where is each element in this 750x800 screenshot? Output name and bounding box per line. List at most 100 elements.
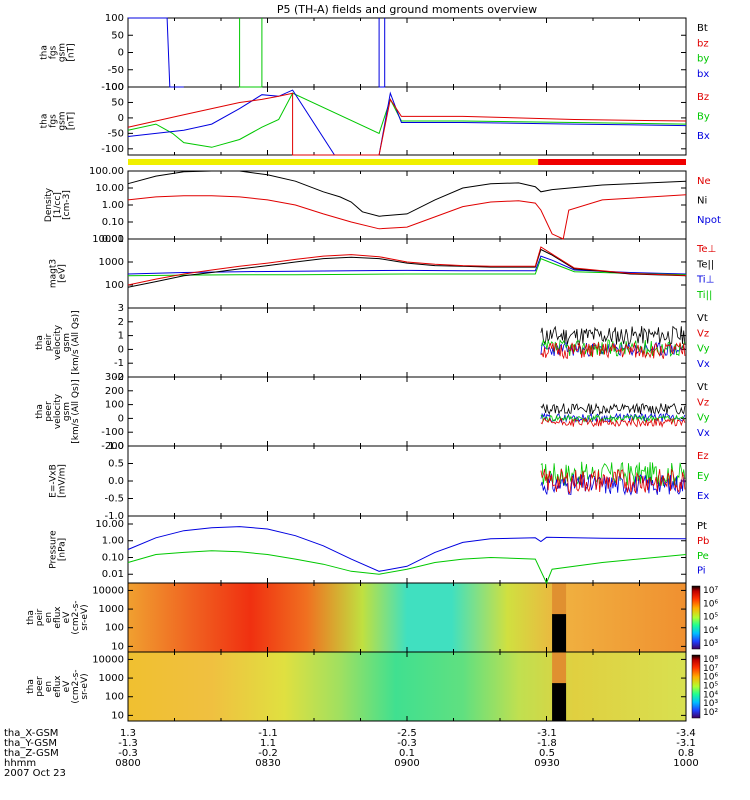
- region-bar-yellow: [128, 159, 539, 165]
- footer-value: 0.1: [399, 748, 415, 759]
- y-tick-label: 10: [111, 641, 124, 652]
- legend-entry: Ni: [697, 195, 707, 206]
- y-axis-label: peer: [35, 676, 45, 697]
- colorbar-label: 10⁴: [703, 690, 718, 700]
- footer-value: 0800: [115, 758, 140, 769]
- legend-entry: Bx: [697, 131, 710, 142]
- y-tick-label: 1000: [99, 673, 124, 684]
- y-tick-label: 50: [111, 30, 124, 41]
- footer-value: 1000: [673, 758, 698, 769]
- y-axis-label: magt3: [49, 259, 59, 288]
- y-axis-label: peir: [44, 333, 54, 351]
- series-p2_by: [127, 92, 687, 148]
- footer-value: 1.1: [260, 738, 276, 749]
- footer-value: 0930: [534, 758, 559, 769]
- series-p2_bz: [127, 92, 687, 156]
- y-tick-label: 10000: [92, 234, 124, 245]
- colorbar-label: 10⁷: [703, 586, 718, 596]
- noise-trace: [540, 342, 686, 360]
- footer-value: -3.1: [676, 738, 696, 749]
- legend-entry: Vt: [697, 382, 708, 393]
- spectrogram-fill: [128, 583, 686, 652]
- y-tick-label: 3: [118, 303, 124, 314]
- footer-value: -3.1: [537, 728, 557, 739]
- series-p4_teperp: [127, 246, 687, 286]
- series-p1_by: [239, 18, 263, 88]
- date-label: 2007 Oct 23: [4, 768, 66, 779]
- legend-entry: Ey: [697, 471, 709, 482]
- footer-value: -2.5: [397, 728, 417, 739]
- y-tick-label: -1.0: [104, 511, 124, 522]
- y-tick-label: 0.10: [102, 552, 124, 563]
- footer-row-label: tha_Y-GSM: [4, 738, 57, 749]
- y-axis-label: eV: [62, 680, 72, 693]
- y-tick-label: 0.5: [108, 459, 124, 470]
- noise-trace: [540, 468, 686, 495]
- legend-entry: Ti||: [696, 290, 712, 301]
- y-axis-label: [nT]: [67, 112, 77, 130]
- y-tick-label: 0: [118, 113, 124, 124]
- y-tick-label: 100.00: [89, 166, 124, 177]
- colorbar-label: 10⁴: [703, 626, 718, 636]
- footer-value: -0.2: [258, 748, 278, 759]
- y-axis-label: gsm: [58, 111, 68, 130]
- y-axis-label: fgs: [49, 45, 59, 59]
- y-axis-label: Density: [44, 187, 54, 222]
- y-tick-label: -0.5: [104, 494, 124, 505]
- y-axis-label: Pressure: [49, 530, 59, 569]
- footer-value: -1.8: [537, 738, 557, 749]
- y-axis-label: velocity: [53, 324, 63, 360]
- y-tick-label: 100: [105, 623, 124, 634]
- y-axis-label: sr-eV): [80, 604, 90, 630]
- y-tick-label: 200: [105, 386, 124, 397]
- data-gap-header: [552, 583, 567, 615]
- colorbar-label: 10⁶: [703, 599, 718, 609]
- data-gap-block: [552, 614, 567, 652]
- y-axis-label: [km/s (All Qs)]: [71, 379, 81, 443]
- footer-row-label: tha_Z-GSM: [4, 748, 59, 759]
- y-tick-label: 10.00: [95, 183, 124, 194]
- legend-entry: Ti⊥: [696, 275, 714, 286]
- y-tick-label: 50: [111, 97, 124, 108]
- legend-entry: Npot: [697, 215, 721, 226]
- legend-entry: bx: [697, 69, 709, 80]
- series-p8_pi: [127, 526, 687, 572]
- legend-entry: Pi: [697, 566, 706, 577]
- y-tick-label: 100: [105, 280, 124, 291]
- y-tick-label: 1.0: [108, 441, 124, 452]
- y-tick-label: 10000: [92, 654, 124, 665]
- footer-value: -1.1: [258, 728, 278, 739]
- y-tick-label: 1.00: [102, 536, 124, 547]
- y-tick-label: -100: [101, 427, 124, 438]
- y-tick-label: 100: [105, 400, 124, 411]
- y-axis-label: E=-VxB: [49, 464, 59, 498]
- colorbar: [691, 585, 701, 650]
- colorbar-label: 10³: [703, 639, 718, 649]
- footer-value: -0.3: [118, 748, 138, 759]
- legend-entry: Vz: [697, 328, 709, 339]
- y-axis-label: gsm: [62, 402, 72, 421]
- legend-entry: Ez: [697, 451, 709, 462]
- noise-trace: [540, 417, 686, 429]
- y-axis-label: [mV/m]: [58, 464, 68, 498]
- series-p4_tipar: [127, 257, 687, 277]
- y-axis-label: peer: [44, 401, 54, 422]
- series-p3_ne: [127, 194, 687, 240]
- y-axis-label: en: [44, 681, 54, 692]
- y-tick-label: -100: [101, 82, 124, 93]
- y-tick-label: 100: [105, 692, 124, 703]
- footer-value: 0.5: [539, 748, 555, 759]
- y-axis-label: velocity: [53, 393, 63, 429]
- y-tick-label: 0: [118, 48, 124, 59]
- y-tick-label: -50: [108, 128, 124, 139]
- y-axis-label: [cm-3]: [62, 190, 72, 220]
- legend-entry: Pe: [697, 551, 709, 562]
- y-tick-label: -2: [114, 372, 124, 383]
- y-tick-label: -100: [101, 144, 124, 155]
- colorbar-label: 10⁸: [703, 655, 718, 665]
- legend-entry: Ex: [697, 491, 709, 502]
- legend-entry: By: [697, 111, 710, 122]
- footer-value: -0.3: [397, 738, 417, 749]
- series-p1_bx: [128, 17, 184, 88]
